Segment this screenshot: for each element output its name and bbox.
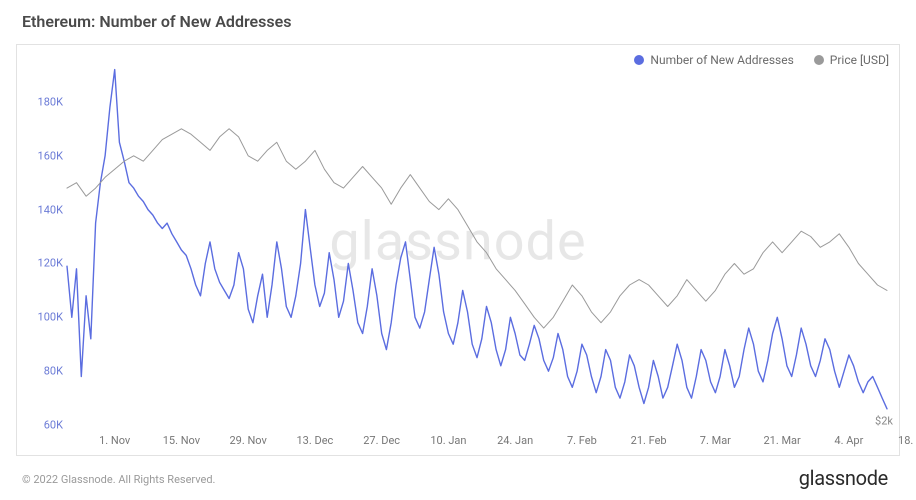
y-tick-label: 160K xyxy=(23,149,63,162)
y-tick-label: 120K xyxy=(23,257,63,270)
x-tick-label: 7. Feb xyxy=(567,434,597,447)
plot-area xyxy=(67,75,887,425)
x-tick-label: 21. Mar xyxy=(763,434,800,447)
x-tick-label: 13. Dec xyxy=(297,434,334,447)
x-tick-label: 4. Apr xyxy=(834,434,863,447)
legend-swatch-addresses xyxy=(634,55,644,65)
y-tick-label: 60K xyxy=(23,419,63,432)
legend: Number of New Addresses Price [USD] xyxy=(634,53,889,67)
x-tick-label: 7. Mar xyxy=(700,434,731,447)
y-tick-label: 140K xyxy=(23,203,63,216)
x-tick-label: 10. Jan xyxy=(430,434,466,447)
brand-logo: glassnode xyxy=(799,466,888,490)
y2-tick-label: $2k xyxy=(875,415,893,428)
x-tick-label: 24. Jan xyxy=(497,434,533,447)
x-tick-label: 15. Nov xyxy=(163,434,200,447)
chart-frame: Number of New Addresses Price [USD] glas… xyxy=(16,44,900,456)
x-tick-label: 18. Apr xyxy=(898,434,916,447)
x-tick-label: 27. Dec xyxy=(363,434,400,447)
y-tick-label: 180K xyxy=(23,95,63,108)
x-tick-label: 1. Nov xyxy=(99,434,130,447)
chart-title: Ethereum: Number of New Addresses xyxy=(22,12,291,31)
legend-swatch-price xyxy=(814,55,824,65)
legend-item-price[interactable]: Price [USD] xyxy=(814,53,889,67)
y-tick-label: 80K xyxy=(23,365,63,378)
series-new_addresses xyxy=(67,70,887,409)
plot-svg xyxy=(67,75,887,425)
x-tick-label: 29. Nov xyxy=(229,434,266,447)
legend-label-price: Price [USD] xyxy=(830,53,889,67)
series-price_usd xyxy=(67,129,887,328)
legend-item-addresses[interactable]: Number of New Addresses xyxy=(634,53,793,67)
x-tick-label: 21. Feb xyxy=(631,434,667,447)
y-tick-label: 100K xyxy=(23,311,63,324)
copyright: © 2022 Glassnode. All Rights Reserved. xyxy=(22,473,215,486)
legend-label-addresses: Number of New Addresses xyxy=(650,53,793,67)
